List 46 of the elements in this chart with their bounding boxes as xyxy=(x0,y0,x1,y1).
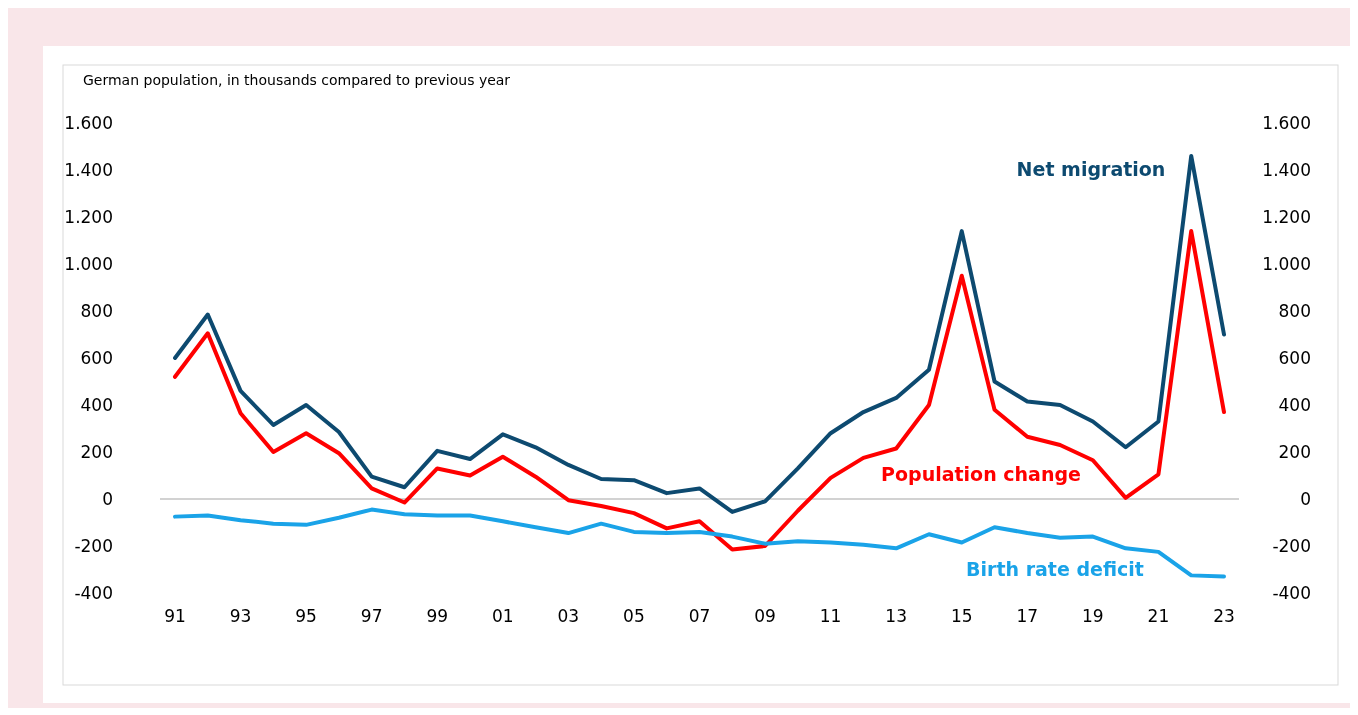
y2-tick-label: 1.200 xyxy=(1262,206,1311,227)
y-tick-label: 1.000 xyxy=(64,253,113,274)
y2-tick-label: -400 xyxy=(1272,582,1311,603)
y2-tick-label: 600 xyxy=(1278,347,1311,368)
x-tick-label: 11 xyxy=(819,606,842,626)
y-tick-label: -400 xyxy=(74,582,113,603)
chart-title: German population, in thousands compared to previous year xyxy=(83,72,511,88)
line-series xyxy=(173,229,1226,552)
y-tick-label: 1.600 xyxy=(64,112,113,133)
x-tick-label: 09 xyxy=(754,606,776,626)
x-tick-label: 99 xyxy=(426,606,449,626)
y2-tick-label: 1.600 xyxy=(1262,112,1311,133)
x-tick-label: 15 xyxy=(950,606,973,626)
y-tick-label: -200 xyxy=(74,535,113,556)
y-tick-label: 200 xyxy=(80,441,113,462)
y-tick-label: 1.200 xyxy=(64,206,113,227)
x-tick-label: 93 xyxy=(229,606,252,626)
y2-tick-label: -200 xyxy=(1272,535,1311,556)
y2-tick-label: 800 xyxy=(1278,300,1311,321)
y-tick-label: 1.400 xyxy=(64,159,113,180)
x-tick-label: 17 xyxy=(1016,606,1039,626)
x-tick-label: 97 xyxy=(360,606,383,626)
y2-tick-label: 400 xyxy=(1278,394,1311,415)
series-label: Net migration xyxy=(1016,158,1166,180)
x-tick-label: 05 xyxy=(623,606,645,626)
series-label: Population change xyxy=(881,463,1081,485)
y2-tick-label: 200 xyxy=(1278,441,1311,462)
x-tick-label: 23 xyxy=(1213,606,1235,626)
y-tick-label: 0 xyxy=(102,488,113,509)
x-tick-label: 03 xyxy=(557,606,580,626)
y-tick-label: 600 xyxy=(80,347,113,368)
x-tick-label: 19 xyxy=(1082,606,1104,626)
x-tick-label: 95 xyxy=(295,606,317,626)
line-series xyxy=(173,153,1226,514)
y2-tick-label: 1.400 xyxy=(1262,159,1311,180)
y2-tick-label: 1.000 xyxy=(1262,253,1311,274)
x-tick-label: 01 xyxy=(491,606,514,626)
x-tick-label: 91 xyxy=(164,606,186,626)
x-tick-label: 07 xyxy=(688,606,711,626)
line-series xyxy=(173,507,1226,579)
y2-tick-label: 0 xyxy=(1300,488,1311,509)
series-label: Birth rate deficit xyxy=(966,558,1144,580)
y-tick-label: 800 xyxy=(80,300,113,321)
x-tick-label: 21 xyxy=(1147,606,1170,626)
y-tick-label: 400 xyxy=(80,394,113,415)
x-tick-label: 13 xyxy=(885,606,908,626)
